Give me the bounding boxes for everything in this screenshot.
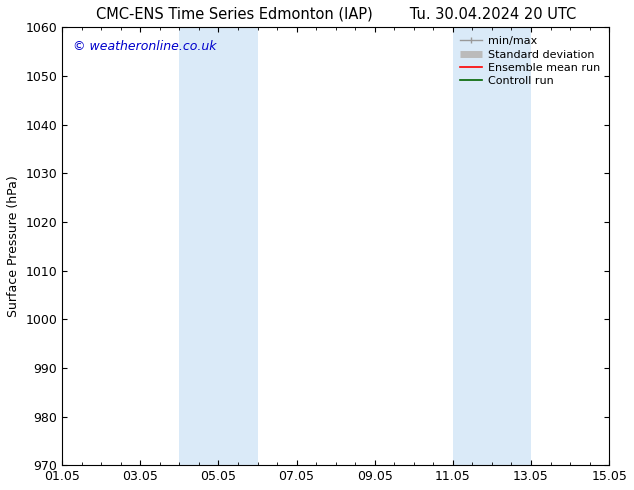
Bar (179, 27, 257, 465)
Legend: min/max, Standard deviation, Ensemble mean run, Controll run: min/max, Standard deviation, Ensemble me… (456, 32, 605, 91)
Title: CMC-ENS Time Series Edmonton (IAP)        Tu. 30.04.2024 20 UTC: CMC-ENS Time Series Edmonton (IAP) Tu. 3… (96, 7, 576, 22)
Y-axis label: Surface Pressure (hPa): Surface Pressure (hPa) (7, 175, 20, 317)
Bar (453, 27, 531, 465)
Text: © weatheronline.co.uk: © weatheronline.co.uk (73, 40, 217, 53)
